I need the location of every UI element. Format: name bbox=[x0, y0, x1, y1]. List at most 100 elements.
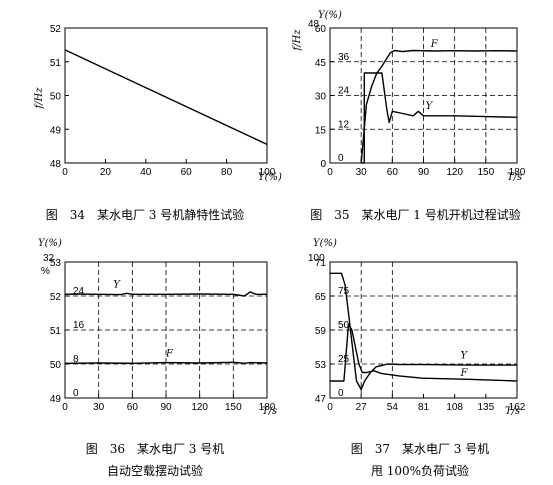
chart-fig37: 0 27 54 81 108 135 162 47 53 59 65 71 0 25 50 75 100 Y(%)… bbox=[308, 238, 526, 417]
caption-fig36-line2: 自动空载摆动试验 bbox=[106, 464, 203, 478]
series-line-Y bbox=[64, 291, 267, 297]
y2-tick-label: 50 bbox=[338, 320, 350, 331]
chart-fig34: 0 20 40 60 80 100 48 49 50 51 52 f/Hz Y(%) bbox=[34, 24, 282, 183]
x-tick-label: 150 bbox=[225, 402, 242, 413]
y2-axis-label: Y(%) bbox=[318, 10, 342, 21]
x-tick-label: 180 bbox=[509, 167, 526, 178]
x-axis-label: T/s bbox=[505, 406, 520, 417]
series-line-F bbox=[360, 49, 518, 164]
y2-tick-label: 100 bbox=[308, 253, 325, 264]
series-label-Y: Y bbox=[460, 350, 468, 361]
x-tick-label: 30 bbox=[93, 402, 105, 413]
y2-tick-label: 75 bbox=[338, 286, 350, 297]
x-tick-label: 30 bbox=[356, 167, 368, 178]
x-tick-label: 180 bbox=[259, 402, 276, 413]
x-tick-label: 0 bbox=[327, 402, 333, 413]
y2-tick-label: 32 bbox=[43, 253, 55, 264]
x-tick-label: 60 bbox=[181, 167, 193, 178]
y-tick-label: 50 bbox=[50, 92, 62, 103]
y-axis-label: f/Hz bbox=[34, 87, 45, 110]
caption-fig35-line1: 图 35 某水电厂 1 号机开机过程试验 bbox=[310, 208, 521, 222]
x-tick-label: 90 bbox=[160, 402, 172, 413]
y2-tick-label: 16 bbox=[73, 320, 85, 331]
x-tick-label: 0 bbox=[62, 167, 68, 178]
y2-tick-label: 8 bbox=[73, 354, 79, 365]
series-label-Y: Y bbox=[426, 101, 434, 112]
y2-tick-label: 24 bbox=[73, 286, 85, 297]
x-tick-label: 80 bbox=[221, 167, 233, 178]
x-tick-label: 90 bbox=[418, 167, 430, 178]
x-tick-label: 40 bbox=[140, 167, 152, 178]
y-tick-label: 52 bbox=[50, 292, 62, 303]
caption-fig36-line1: 图 36 某水电厂 3 号机 bbox=[85, 442, 225, 456]
y2-tick-label: 36 bbox=[338, 52, 350, 63]
x-tick-label: 150 bbox=[477, 167, 494, 178]
x-tick-label: 60 bbox=[127, 402, 139, 413]
x-tick-label: 162 bbox=[509, 402, 526, 413]
y2-axis-label: Y(%) bbox=[313, 238, 337, 249]
y-tick-label: 59 bbox=[315, 326, 327, 337]
y2-tick-label: 25 bbox=[338, 354, 350, 365]
x-tick-label: 81 bbox=[418, 402, 430, 413]
chart-fig36: 0 30 60 90 120 150 180 49 50 51 52 53 0 8 16 24 32 Y(%)% T… bbox=[38, 238, 277, 417]
x-tick-label: 0 bbox=[62, 402, 68, 413]
x-axis-label: T/s bbox=[262, 406, 277, 417]
y-tick-label: 48 bbox=[50, 159, 62, 170]
x-tick-label: 120 bbox=[191, 402, 208, 413]
chart-fig35: 0 30 60 90 120 150 180 0 15 30 45 60 0 12 24 36 48 f/Hz Y(… bbox=[292, 10, 526, 183]
series-line-Y bbox=[361, 72, 518, 164]
y2-tick-label: 48 bbox=[308, 19, 320, 30]
y-tick-label: 50 bbox=[50, 360, 62, 371]
y-tick-label: 49 bbox=[50, 125, 62, 136]
series-line-main bbox=[64, 49, 268, 146]
x-tick-label: 20 bbox=[100, 167, 112, 178]
y2-tick-label: 0 bbox=[338, 388, 344, 399]
caption-fig37: 图 37 某水电厂 3 号机 甩 100%负荷试验 bbox=[305, 438, 535, 482]
y-tick-label: 15 bbox=[315, 125, 327, 136]
y-axis-label: f/Hz bbox=[292, 29, 303, 52]
y-tick-label: 30 bbox=[315, 92, 327, 103]
x-tick-label: 100 bbox=[259, 167, 276, 178]
caption-fig34-line1: 图 34 某水电厂 3 号机静特性试验 bbox=[45, 208, 245, 222]
series-line-F bbox=[64, 361, 268, 364]
caption-fig37-line1: 图 37 某水电厂 3 号机 bbox=[350, 442, 490, 456]
x-tick-label: 108 bbox=[446, 402, 463, 413]
x-tick-label: 0 bbox=[327, 167, 333, 178]
x-tick-label: 54 bbox=[387, 402, 399, 413]
y2-tick-label: 0 bbox=[73, 388, 79, 399]
y2-tick-label: 12 bbox=[338, 119, 350, 130]
y-tick-label: 45 bbox=[315, 58, 327, 69]
y-tick-label: 65 bbox=[315, 292, 327, 303]
y2-unit-label: % bbox=[41, 266, 50, 277]
series-label-F: F bbox=[459, 368, 468, 379]
caption-fig36: 图 36 某水电厂 3 号机 自动空载摆动试验 bbox=[40, 438, 270, 482]
y-tick-label: 71 bbox=[315, 258, 327, 269]
series-label-F: F bbox=[430, 39, 439, 50]
y-tick-label: 51 bbox=[50, 326, 62, 337]
x-tick-label: 135 bbox=[477, 402, 494, 413]
plot-frame bbox=[64, 27, 268, 164]
y-tick-label: 53 bbox=[50, 258, 62, 269]
x-tick-label: 60 bbox=[387, 167, 399, 178]
caption-fig35: 图 35 某水电厂 1 号机开机过程试验 bbox=[283, 206, 548, 223]
y-tick-label: 60 bbox=[315, 24, 327, 35]
y-tick-label: 52 bbox=[50, 24, 62, 35]
y2-tick-label: 24 bbox=[338, 86, 350, 97]
y2-axis-label: Y(%) bbox=[38, 238, 62, 249]
series-label-F: F bbox=[165, 349, 174, 360]
x-axis-label: T/s bbox=[507, 172, 522, 183]
y-tick-label: 51 bbox=[50, 58, 62, 69]
series-line-F bbox=[330, 323, 518, 382]
series-label-Y: Y bbox=[113, 280, 121, 291]
caption-fig37-line2: 甩 100%负荷试验 bbox=[370, 464, 470, 478]
y-tick-label: 0 bbox=[320, 159, 326, 170]
y-tick-label: 47 bbox=[315, 394, 327, 405]
caption-fig34: 图 34 某水电厂 3 号机静特性试验 bbox=[20, 206, 270, 223]
series-line-Y bbox=[330, 272, 517, 391]
x-tick-label: 27 bbox=[356, 402, 368, 413]
y2-tick-label: 0 bbox=[338, 153, 344, 164]
y-tick-label: 49 bbox=[50, 394, 62, 405]
y-tick-label: 53 bbox=[315, 360, 327, 371]
x-axis-label: Y(%) bbox=[258, 172, 282, 183]
